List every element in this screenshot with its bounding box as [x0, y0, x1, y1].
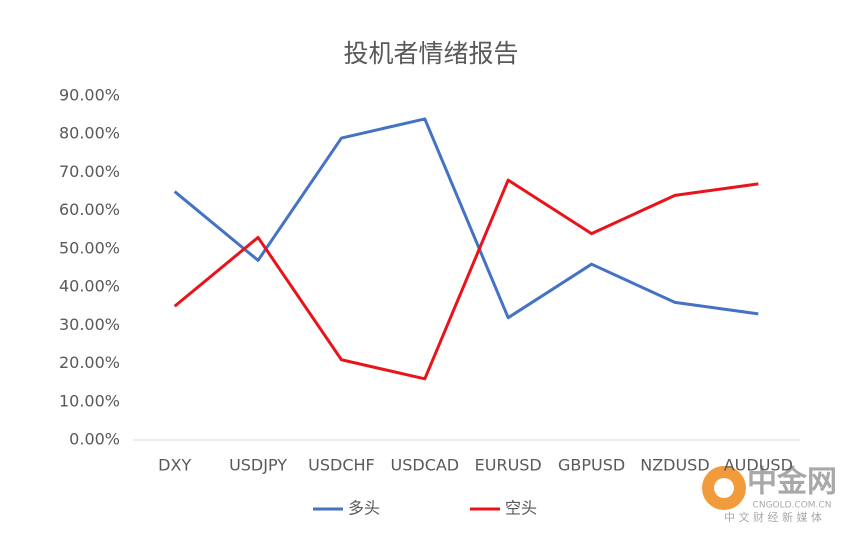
x-tick-label: DXY — [158, 456, 191, 475]
x-tick-label: USDJPY — [229, 456, 287, 475]
y-tick-label: 90.00% — [59, 86, 120, 105]
watermark-tagline: 中 文 财 经 新 媒 体 — [724, 510, 822, 524]
x-tick-label: USDCAD — [391, 456, 460, 475]
y-tick-label: 0.00% — [69, 430, 120, 449]
x-tick-label: NZDUSD — [640, 456, 709, 475]
y-tick-label: 40.00% — [59, 277, 120, 296]
y-tick-label: 30.00% — [59, 315, 120, 334]
x-tick-label: AUDUSD — [724, 456, 793, 475]
watermark: 中金网 CNGOLD.COM.CN 中 文 财 经 新 媒 体 — [702, 465, 837, 524]
y-tick-label: 20.00% — [59, 353, 120, 372]
x-tick-label: GBPUSD — [558, 456, 625, 475]
y-tick-label: 60.00% — [59, 200, 120, 219]
y-tick-label: 50.00% — [59, 238, 120, 257]
chart-title: 投机者情绪报告 — [343, 39, 518, 68]
y-tick-label: 10.00% — [59, 391, 120, 410]
watermark-name: 中金网 — [747, 465, 837, 500]
y-tick-label: 80.00% — [59, 124, 120, 143]
series-line — [173, 117, 759, 320]
x-tick-label: EURUSD — [475, 456, 542, 475]
legend-label: 空头 — [505, 499, 537, 518]
legend-label: 多头 — [348, 499, 380, 518]
watermark-domain: CNGOLD.COM.CN — [753, 501, 832, 511]
y-tick-label: 70.00% — [59, 162, 120, 181]
x-tick-label: USDCHF — [308, 456, 375, 475]
watermark-logo-inner — [714, 478, 734, 498]
series-line — [173, 178, 759, 381]
